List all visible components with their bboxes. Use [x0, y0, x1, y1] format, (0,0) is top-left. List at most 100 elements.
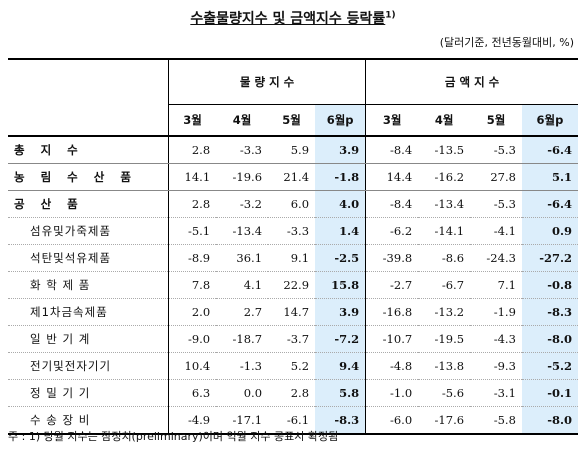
value-cell: -19.5: [418, 325, 471, 353]
value-cell: -6.1: [268, 406, 316, 435]
value-cell: -8.4: [365, 190, 419, 218]
value-cell: -19.6: [216, 163, 269, 191]
table-row: 석탄및석유제품 -8.9 36.1 9.1 -2.5 -39.8 -8.6 -24.3 -27.…: [8, 244, 578, 272]
value-cell: -13.8: [418, 352, 471, 380]
value-cell: -1.9: [470, 298, 522, 326]
value-cell: -6.2: [365, 217, 419, 245]
value-cell: -4.8: [365, 352, 419, 380]
table-title: 수출물량지수 및 금액지수 등락률1): [0, 8, 586, 28]
value-cell: 4.1: [216, 271, 269, 299]
value-cell: -10.7: [365, 325, 419, 353]
value-cell: -5.6: [418, 379, 471, 407]
value-cell: -39.8: [365, 244, 419, 272]
value-cell: -3.1: [470, 379, 522, 407]
table-row: 정 밀 기 기 6.3 0.0 2.8 5.8 -1.0 -5.6 -3.1 -0.1: [8, 379, 578, 407]
value-cell: 7.8: [168, 271, 217, 299]
table-row: 전기및전자기기 10.4 -1.3 5.2 9.4 -4.8 -13.8 -9.3 -5.2: [8, 352, 578, 380]
value-cell: -6.7: [418, 271, 471, 299]
month-header: 4월: [418, 104, 471, 137]
row-label: 제1차금속제품: [8, 298, 169, 326]
value-cell: -17.1: [216, 406, 269, 435]
value-cell: -0.8: [521, 271, 578, 299]
month-header-current: 6월p: [521, 104, 578, 137]
corner-cell: [8, 58, 169, 105]
value-cell: 1.4: [315, 217, 367, 245]
value-cell: -13.2: [418, 298, 471, 326]
value-cell: -8.4: [365, 136, 419, 164]
value-cell: 2.8: [268, 379, 316, 407]
value-cell: -4.9: [168, 406, 217, 435]
value-cell: -9.0: [168, 325, 217, 353]
value-cell: -3.3: [268, 217, 316, 245]
value-cell: 7.1: [470, 271, 522, 299]
month-header: 5월: [268, 104, 316, 137]
table-row: 일 반 기 계 -9.0 -18.7 -3.7 -7.2 -10.7 -19.5 -4.3 -8…: [8, 325, 578, 353]
value-cell: -8.9: [168, 244, 217, 272]
value-cell: -8.3: [521, 298, 578, 326]
value-cell: -2.5: [315, 244, 367, 272]
value-cell: 0.0: [216, 379, 269, 407]
value-cell: -13.5: [418, 136, 471, 164]
index-table: 물 량 지 수 금 액 지 수 3월 4월 5월 6월p 3월 4월 5월 6월…: [8, 58, 578, 435]
value-cell: 5.1: [521, 163, 578, 191]
value-cell: -0.1: [521, 379, 578, 407]
value-cell: -3.2: [216, 190, 269, 218]
value-cell: 36.1: [216, 244, 269, 272]
month-header: 4월: [216, 104, 269, 137]
row-label: 정 밀 기 기: [8, 379, 169, 407]
value-cell: 10.4: [168, 352, 217, 380]
value-cell: 0.9: [521, 217, 578, 245]
corner-cell-sub: [8, 104, 169, 137]
month-header: 5월: [470, 104, 522, 137]
table-row: 농 림 수 산 품 14.1 -19.6 21.4 -1.8 14.4 -16.2 27.8 5…: [8, 163, 578, 191]
value-cell: -2.7: [365, 271, 419, 299]
table-row: 화 학 제 품 7.8 4.1 22.9 15.8 -2.7 -6.7 7.1 -0.8: [8, 271, 578, 299]
row-label: 총 지 수: [8, 136, 169, 164]
value-cell: -5.3: [470, 190, 522, 218]
value-cell: 14.7: [268, 298, 316, 326]
value-cell: 9.4: [315, 352, 367, 380]
value-cell: -8.0: [521, 406, 578, 435]
value-cell: 6.3: [168, 379, 217, 407]
value-cell: -16.2: [418, 163, 471, 191]
row-label: 석탄및석유제품: [8, 244, 169, 272]
value-cell: -14.1: [418, 217, 471, 245]
value-cell: -13.4: [418, 190, 471, 218]
value-cell: -5.1: [168, 217, 217, 245]
row-label: 수 송 장 비: [8, 406, 169, 435]
value-cell: -24.3: [470, 244, 522, 272]
table-row: 섬유및가죽제품 -5.1 -13.4 -3.3 1.4 -6.2 -14.1 -4.1 0.9: [8, 217, 578, 245]
value-cell: 5.8: [315, 379, 367, 407]
row-label: 공 산 품: [8, 190, 169, 218]
unit-label: (달러기준, 전년동월대비, %): [439, 36, 574, 49]
value-cell: -27.2: [521, 244, 578, 272]
title-footnote-mark: 1): [385, 10, 396, 21]
value-cell: 5.2: [268, 352, 316, 380]
value-cell: 5.9: [268, 136, 316, 164]
row-label: 화 학 제 품: [8, 271, 169, 299]
value-cell: 22.9: [268, 271, 316, 299]
value-cell: -7.2: [315, 325, 367, 353]
group-header-value: 금 액 지 수: [365, 58, 578, 105]
value-cell: -6.4: [521, 190, 578, 218]
value-cell: 2.8: [168, 136, 217, 164]
value-cell: -1.0: [365, 379, 419, 407]
value-cell: -13.4: [216, 217, 269, 245]
title-text: 수출물량지수 및 금액지수 등락률: [190, 11, 386, 27]
row-label: 전기및전자기기: [8, 352, 169, 380]
value-cell: 14.4: [365, 163, 419, 191]
value-cell: 14.1: [168, 163, 217, 191]
value-cell: 15.8: [315, 271, 367, 299]
value-cell: 2.0: [168, 298, 217, 326]
value-cell: -5.3: [470, 136, 522, 164]
value-cell: -9.3: [470, 352, 522, 380]
group-header-volume: 물 량 지 수: [168, 58, 367, 105]
value-cell: 3.9: [315, 298, 367, 326]
value-cell: -1.8: [315, 163, 367, 191]
value-cell: -6.4: [521, 136, 578, 164]
value-cell: 9.1: [268, 244, 316, 272]
value-cell: -8.0: [521, 325, 578, 353]
value-cell: -4.3: [470, 325, 522, 353]
value-cell: -4.1: [470, 217, 522, 245]
value-cell: -8.3: [315, 406, 367, 435]
